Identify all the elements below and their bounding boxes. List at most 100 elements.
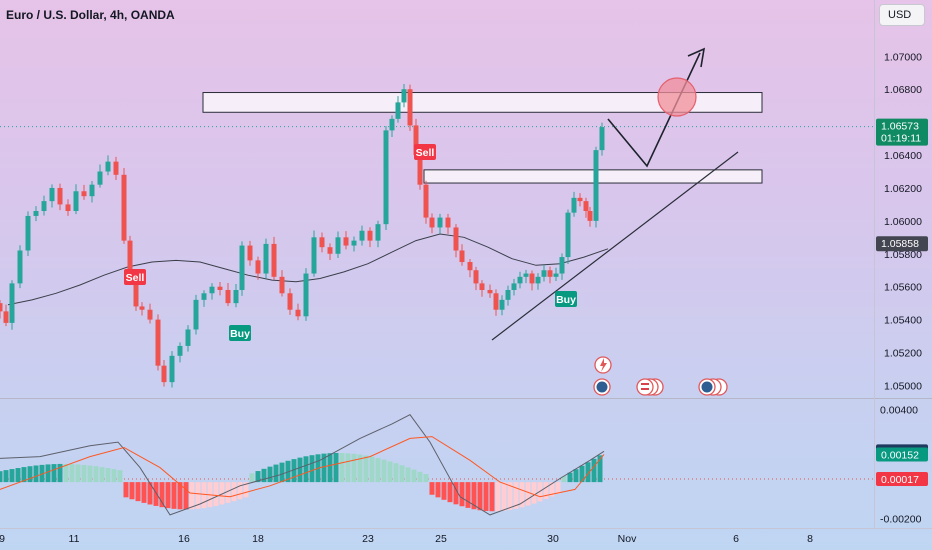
histogram-bar — [225, 482, 231, 503]
us-flag-icon[interactable] — [636, 378, 664, 396]
histogram-bar — [507, 482, 513, 510]
candle — [209, 283, 215, 300]
candle — [511, 278, 517, 296]
value-tags: 1.0657301:19:111.058580.001690.001520.00… — [876, 118, 928, 487]
candle — [577, 193, 583, 207]
histogram-bar — [159, 482, 165, 508]
candle — [517, 271, 523, 289]
candle — [255, 256, 261, 280]
chart-title: Euro / U.S. Dollar, 4h, OANDA — [6, 8, 175, 22]
candle — [9, 280, 15, 330]
histogram-bar — [441, 482, 447, 500]
svg-text:1.06573: 1.06573 — [881, 121, 919, 133]
histogram-bar — [597, 455, 603, 483]
histogram-bar — [27, 466, 33, 483]
candle — [505, 285, 511, 306]
candle — [367, 227, 373, 248]
candle — [217, 282, 223, 296]
histogram-bar — [63, 463, 69, 483]
candle — [177, 342, 183, 363]
candle — [271, 236, 277, 280]
candle — [57, 183, 63, 211]
event-icons[interactable] — [593, 356, 728, 396]
eu-flag-icon[interactable] — [698, 378, 728, 396]
svg-text:1.05858: 1.05858 — [881, 238, 919, 250]
candle — [201, 290, 207, 307]
candle — [73, 184, 79, 215]
candle — [593, 146, 599, 228]
target-circle-marker[interactable] — [657, 77, 697, 117]
candle — [493, 289, 499, 316]
histogram-bar — [303, 456, 309, 483]
sell-signal-label: Sell — [124, 269, 146, 285]
svg-text:0.00017: 0.00017 — [881, 474, 919, 486]
trendline-drawing[interactable] — [491, 151, 739, 341]
histogram-bar — [0, 471, 3, 483]
candle — [41, 195, 47, 216]
histogram-bar — [387, 461, 393, 483]
histogram-bar — [39, 464, 45, 483]
candle — [395, 96, 401, 123]
histogram-bar — [429, 482, 435, 495]
eu-flag-icon[interactable] — [593, 378, 611, 396]
candle — [169, 351, 175, 388]
histogram-bar — [567, 472, 573, 483]
histogram-bar — [375, 458, 381, 483]
candle — [423, 180, 429, 224]
price-tick-label: 1.05400 — [884, 315, 922, 327]
candle — [139, 302, 145, 316]
price-tick-label: 1.05000 — [884, 380, 922, 392]
histogram-bar — [357, 454, 363, 483]
price-axis[interactable]: 1.070001.068001.066001.064001.062001.060… — [880, 51, 922, 525]
sell-signal-label: Sell — [414, 144, 436, 160]
zone-rectangle[interactable] — [202, 92, 763, 113]
histogram-bar — [327, 453, 333, 483]
histogram-bar — [81, 464, 87, 483]
histogram-bar — [477, 482, 483, 511]
macd-line — [0, 414, 605, 516]
macd-tick-label: 0.00400 — [880, 404, 918, 416]
supply-demand-zones[interactable] — [0, 92, 874, 480]
histogram-bar — [543, 482, 549, 500]
histogram-bar — [381, 459, 387, 483]
candle — [407, 84, 413, 131]
candle — [487, 284, 493, 298]
histogram-bar — [531, 482, 537, 504]
candle — [3, 304, 9, 327]
candle — [599, 122, 605, 156]
histogram-bar — [273, 464, 279, 483]
candle — [33, 206, 39, 222]
histogram-bar — [471, 482, 477, 510]
svg-text:Buy: Buy — [556, 294, 576, 306]
buy-signal-label: Buy — [229, 325, 251, 341]
zone-rectangle[interactable] — [423, 169, 763, 184]
histogram-bar — [189, 482, 195, 510]
histogram-bar — [393, 463, 399, 483]
candle — [389, 115, 395, 137]
time-axis[interactable]: 9 11 16 18 23 25 30 Nov 6 8 — [0, 533, 813, 545]
svg-text:01:19:11: 01:19:11 — [881, 133, 921, 145]
histogram-bar — [525, 482, 531, 506]
histogram-bar — [177, 482, 183, 510]
candle — [239, 241, 245, 296]
histogram-bar — [417, 471, 423, 483]
candle — [553, 267, 559, 282]
lightning-icon[interactable] — [594, 356, 612, 374]
histogram-bar — [147, 482, 153, 505]
candle — [523, 269, 529, 284]
time-tick-label: 16 — [178, 533, 190, 545]
currency-button[interactable]: USD — [879, 4, 925, 26]
histogram-bar — [291, 459, 297, 483]
histogram-bar — [519, 482, 525, 508]
time-tick-label: 18 — [252, 533, 264, 545]
histogram-bar — [405, 467, 411, 483]
histogram-bar — [87, 465, 93, 483]
candle — [147, 303, 153, 324]
histogram-bar — [267, 466, 273, 483]
candle — [453, 224, 459, 258]
ma-value-tag: 1.05858 — [876, 236, 928, 252]
histogram-bar — [345, 453, 351, 483]
histogram-bar — [447, 482, 453, 503]
svg-text:0.00152: 0.00152 — [881, 449, 919, 461]
